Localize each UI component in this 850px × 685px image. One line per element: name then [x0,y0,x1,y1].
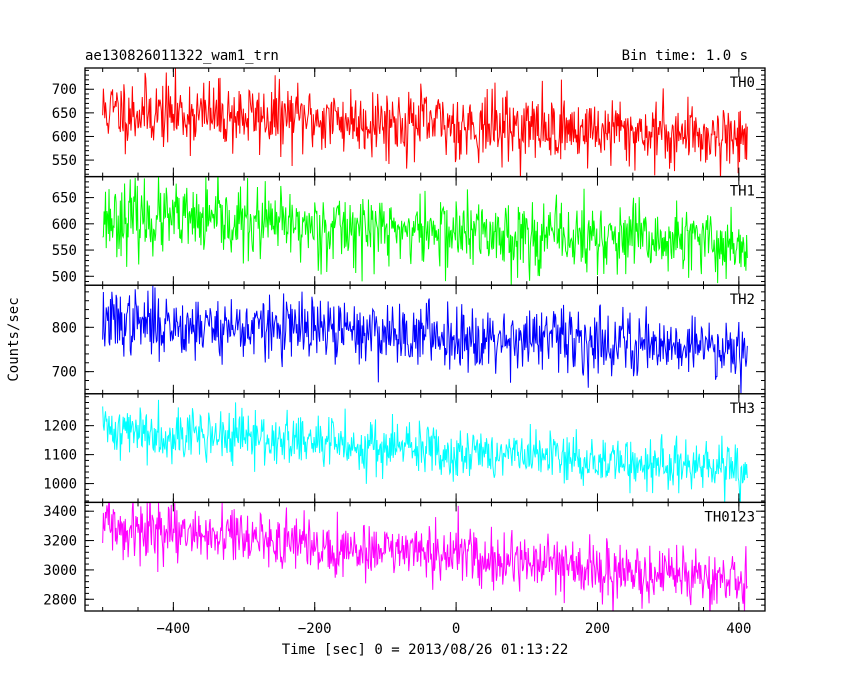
y-tick-label: 1200 [43,419,77,435]
series-line-th0123 [102,502,748,611]
series-line-th3 [102,399,748,503]
y-tick-label: 3000 [43,563,77,579]
series-label-th1: TH1 [730,184,755,200]
y-tick-label: 600 [52,129,77,145]
series-line-th2 [102,285,748,394]
panel-frame [84,501,766,612]
y-tick-label: 3200 [43,534,77,550]
series-label-th2: TH2 [730,292,755,308]
y-tick-label: 1000 [43,477,77,493]
y-tick-label: 700 [52,365,77,381]
y-tick-label: 700 [52,82,77,98]
y-tick-label: 800 [52,320,77,336]
panels-group: 550 600 650 700 TH0 500 550 600 650 TH1 700 800 TH2 1… [6,67,766,637]
y-tick-label: 3400 [43,504,77,520]
panel-frame [84,284,766,395]
y-tick-label: 2800 [43,592,77,608]
panel-frame [84,393,766,504]
y-tick-label: 500 [52,269,77,285]
x-tick-label: −400 [156,621,190,637]
y-tick-label: 600 [52,217,77,233]
y-tick-label: 550 [52,153,77,169]
x-tick-label: 0 [452,621,460,637]
series-label-th3: TH3 [730,401,755,417]
bin-time-label: Bin time: 1.0 s [622,48,748,64]
y-tick-label: 550 [52,243,77,259]
x-tick-label: 400 [726,621,751,637]
series-label-th0: TH0 [730,75,755,91]
y-tick-label: 650 [52,191,77,207]
x-tick-label: 200 [585,621,610,637]
y-tick-label: 650 [52,106,77,122]
x-axis-label: Time [sec] 0 = 2013/08/26 01:13:22 [282,642,569,658]
x-tick-label: −200 [298,621,332,637]
chart-title: ae130826011322_wam1_trn [85,48,279,64]
y-tick-label: 1100 [43,448,77,464]
series-line-th0 [102,68,748,177]
series-line-th1 [102,176,748,286]
y-axis-label: Counts/sec [6,297,22,381]
series-label-th0123: TH0123 [704,509,755,525]
